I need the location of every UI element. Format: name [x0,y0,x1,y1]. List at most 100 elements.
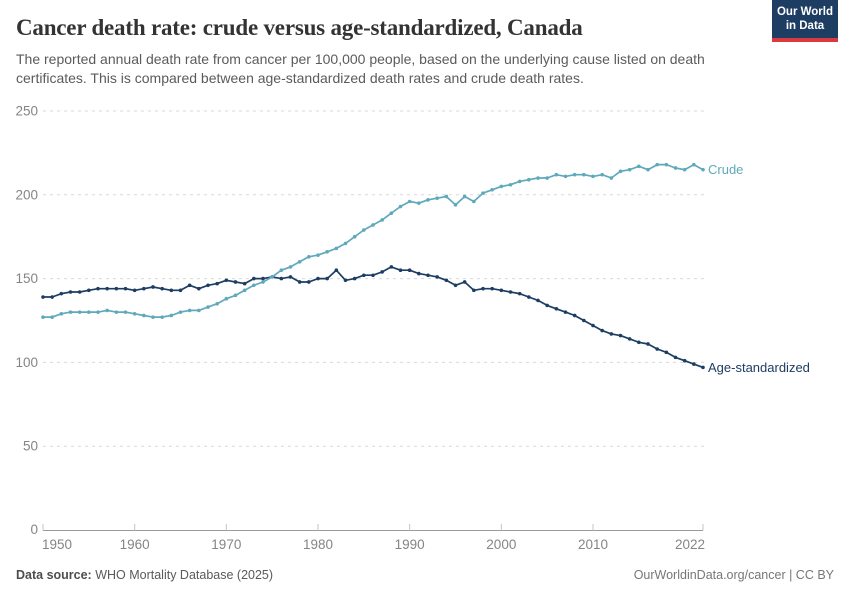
data-point-age-standardized-2007[interactable] [563,310,568,314]
data-point-crude-2022[interactable] [701,167,705,172]
data-point-crude-1956[interactable] [96,310,100,314]
data-point-crude-1988[interactable] [389,211,394,216]
data-point-age-standardized-1994[interactable] [444,278,449,283]
data-point-crude-1978[interactable] [297,260,302,264]
data-point-age-standardized-1980[interactable] [316,276,320,281]
data-point-age-standardized-1992[interactable] [426,273,430,278]
data-point-crude-2017[interactable] [655,162,659,167]
data-point-age-standardized-1993[interactable] [435,275,439,279]
data-point-crude-1964[interactable] [169,313,174,318]
data-point-crude-1986[interactable] [371,223,375,227]
license-link[interactable]: OurWorldinData.org/cancer | CC BY [633,568,834,582]
data-point-age-standardized-2005[interactable] [545,303,549,308]
data-point-crude-2006[interactable] [554,172,559,177]
data-point-crude-1976[interactable] [279,268,284,273]
data-point-crude-1993[interactable] [435,196,439,200]
data-point-crude-2003[interactable] [527,177,531,182]
data-point-age-standardized-1969[interactable] [215,281,219,286]
data-point-age-standardized-1973[interactable] [252,276,256,281]
data-point-age-standardized-1977[interactable] [288,275,293,279]
data-point-crude-2008[interactable] [572,172,577,177]
data-point-crude-2012[interactable] [609,176,614,180]
data-point-crude-2007[interactable] [563,174,568,179]
data-point-age-standardized-2002[interactable] [517,291,522,296]
data-point-crude-1951[interactable] [50,315,54,319]
data-point-crude-2011[interactable] [600,172,604,177]
data-point-crude-1980[interactable] [316,253,320,257]
data-point-age-standardized-1953[interactable] [68,290,73,294]
data-point-crude-2021[interactable] [692,162,696,167]
data-point-crude-1975[interactable] [270,275,274,279]
data-point-crude-1952[interactable] [59,311,64,316]
data-point-crude-1981[interactable] [325,249,329,254]
data-point-age-standardized-1956[interactable] [96,286,100,291]
data-point-age-standardized-2001[interactable] [508,290,513,294]
data-point-crude-1996[interactable] [462,194,467,199]
data-point-crude-1953[interactable] [68,310,73,314]
data-point-age-standardized-1974[interactable] [261,276,265,281]
data-point-crude-1950[interactable] [41,315,45,319]
data-point-age-standardized-2022[interactable] [701,365,705,370]
data-point-age-standardized-2004[interactable] [536,298,540,303]
data-point-crude-1958[interactable] [114,310,119,314]
data-point-age-standardized-1996[interactable] [462,280,467,284]
data-point-age-standardized-1964[interactable] [169,288,174,293]
data-point-age-standardized-1982[interactable] [334,268,339,273]
data-point-crude-1954[interactable] [77,310,82,314]
series-line-crude[interactable] [42,163,704,318]
data-point-age-standardized-1970[interactable] [224,278,229,283]
data-point-crude-1982[interactable] [334,246,339,251]
data-point-crude-1984[interactable] [352,234,357,239]
data-point-crude-2015[interactable] [637,164,641,169]
data-point-age-standardized-1976[interactable] [279,276,284,281]
data-point-age-standardized-2016[interactable] [646,342,650,346]
data-point-crude-1990[interactable] [407,199,412,204]
data-point-age-standardized-2010[interactable] [591,323,595,328]
data-point-age-standardized-1972[interactable] [242,281,247,286]
data-point-age-standardized-1999[interactable] [490,286,494,291]
data-point-age-standardized-1966[interactable] [187,283,192,288]
data-point-crude-1994[interactable] [444,194,449,199]
data-point-age-standardized-2011[interactable] [600,328,604,333]
data-point-age-standardized-2012[interactable] [609,332,614,336]
data-point-age-standardized-2009[interactable] [582,318,586,323]
data-point-crude-1997[interactable] [472,199,476,204]
data-point-crude-1962[interactable] [151,315,155,319]
data-point-crude-2005[interactable] [545,176,549,180]
data-point-age-standardized-2020[interactable] [682,358,687,363]
data-point-age-standardized-1962[interactable] [151,285,155,289]
data-point-crude-1969[interactable] [215,301,219,306]
data-point-crude-2009[interactable] [582,172,586,177]
data-point-crude-1972[interactable] [242,288,247,293]
data-point-crude-1999[interactable] [490,187,494,192]
data-point-crude-1961[interactable] [142,313,146,318]
data-point-crude-2010[interactable] [591,174,595,179]
series-line-age-standardized[interactable] [42,266,704,369]
data-point-age-standardized-1960[interactable] [132,288,137,293]
owid-logo[interactable]: Our World in Data [772,0,838,42]
data-point-age-standardized-1984[interactable] [352,276,357,281]
data-point-age-standardized-1988[interactable] [389,265,394,269]
data-point-crude-2019[interactable] [673,166,678,170]
data-point-crude-2000[interactable] [499,184,504,189]
data-point-age-standardized-2018[interactable] [664,350,669,355]
data-point-age-standardized-1989[interactable] [398,268,403,273]
data-point-crude-2013[interactable] [618,169,623,174]
data-point-crude-1971[interactable] [233,293,238,298]
data-point-crude-1979[interactable] [307,255,311,259]
data-point-age-standardized-2003[interactable] [527,295,531,299]
data-point-age-standardized-1997[interactable] [472,288,476,293]
data-point-age-standardized-2008[interactable] [572,313,577,318]
data-point-crude-1968[interactable] [206,305,210,309]
data-point-crude-2001[interactable] [508,182,513,187]
data-point-age-standardized-1978[interactable] [297,280,302,284]
data-point-age-standardized-1998[interactable] [481,286,485,291]
data-point-age-standardized-1954[interactable] [77,290,82,294]
data-point-age-standardized-1991[interactable] [417,271,421,276]
data-point-age-standardized-1957[interactable] [105,286,109,291]
data-point-age-standardized-2000[interactable] [499,288,504,293]
data-point-crude-1973[interactable] [252,283,256,288]
data-point-age-standardized-1965[interactable] [178,288,183,293]
data-point-age-standardized-1968[interactable] [206,283,210,288]
